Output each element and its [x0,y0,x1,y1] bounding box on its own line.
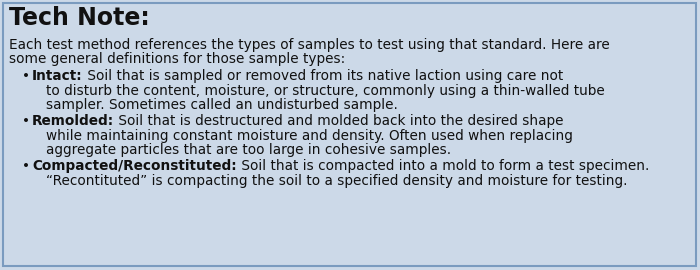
Text: Compacted/Reconstituted:: Compacted/Reconstituted: [32,159,237,173]
Text: •: • [22,114,30,128]
FancyBboxPatch shape [3,3,696,266]
Text: •: • [22,159,30,173]
Text: Soil that is compacted into a mold to form a test specimen.: Soil that is compacted into a mold to fo… [237,159,649,173]
Text: some general definitions for those sample types:: some general definitions for those sampl… [9,52,345,66]
Text: aggregate particles that are too large in cohesive samples.: aggregate particles that are too large i… [46,143,451,157]
Text: •: • [22,69,30,83]
Text: while maintaining constant moisture and density. Often used when replacing: while maintaining constant moisture and … [46,129,573,143]
Text: Intact:: Intact: [32,69,83,83]
Text: Each test method references the types of samples to test using that standard. He: Each test method references the types of… [9,38,610,52]
Text: Tech Note:: Tech Note: [9,6,150,30]
Text: “Recontituted” is compacting the soil to a specified density and moisture for te: “Recontituted” is compacting the soil to… [46,174,627,188]
Text: Soil that is sampled or removed from its native laction using care not: Soil that is sampled or removed from its… [83,69,563,83]
Text: sampler. Sometimes called an undisturbed sample.: sampler. Sometimes called an undisturbed… [46,98,398,112]
Text: Remolded:: Remolded: [32,114,114,128]
Text: Soil that is destructured and molded back into the desired shape: Soil that is destructured and molded bac… [114,114,564,128]
Text: to disturb the content, moisture, or structure, commonly using a thin-walled tub: to disturb the content, moisture, or str… [46,84,605,98]
